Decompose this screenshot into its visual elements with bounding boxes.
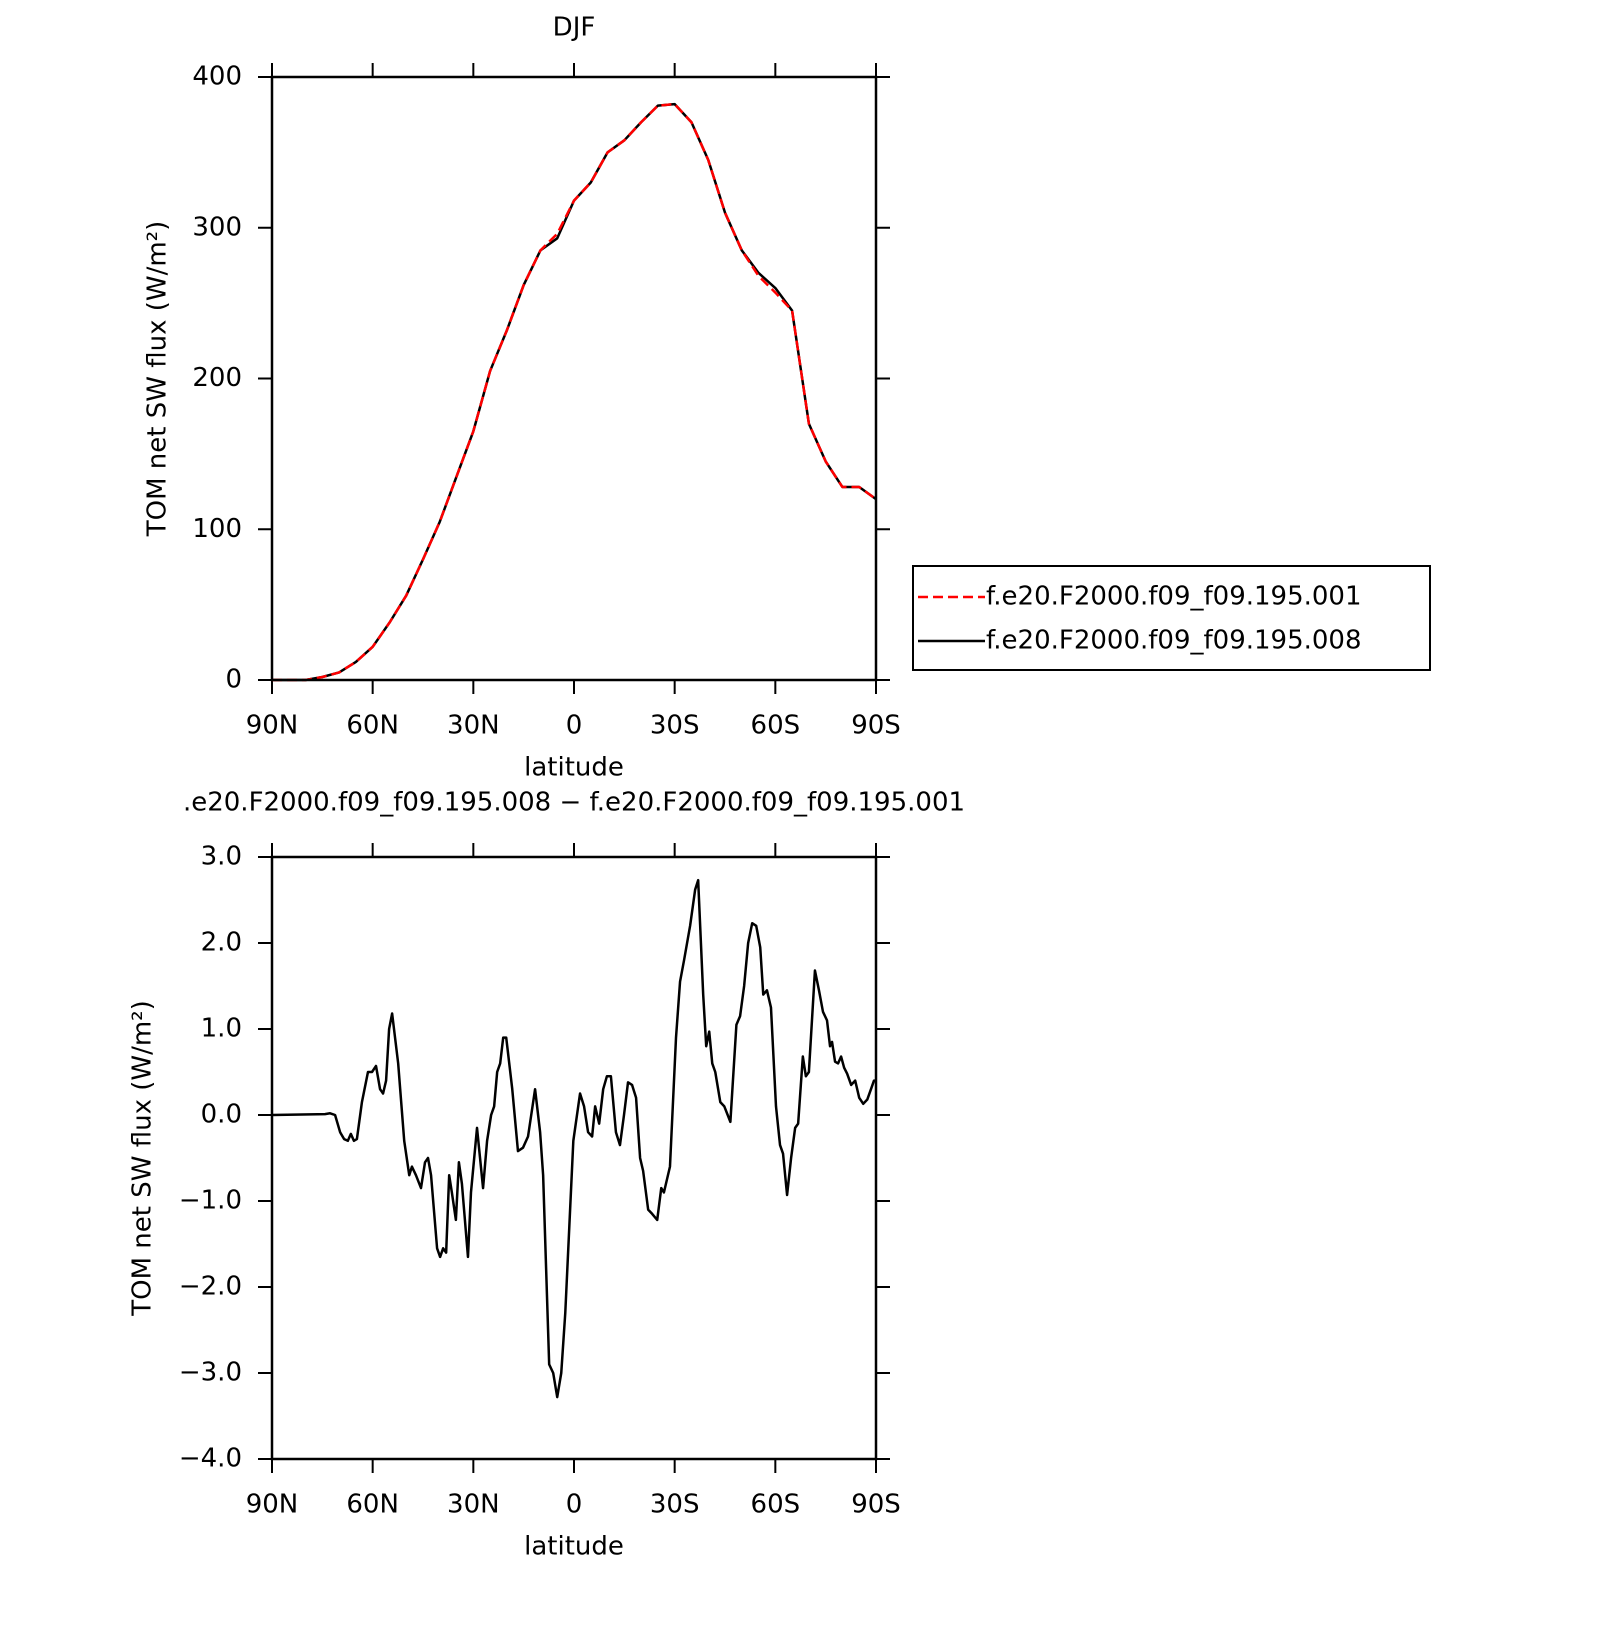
plot-frame [270, 75, 878, 682]
y-tick-label: −3.0 [179, 1358, 242, 1388]
y-tick-label: 100 [192, 514, 242, 544]
x-tick-label: 90S [851, 711, 901, 741]
legend-label: f.e20.F2000.f09_f09.195.001 [986, 582, 1362, 612]
data-line [272, 102, 877, 682]
y-tick-label: 0.0 [201, 1100, 242, 1130]
x-axis-label: latitude [524, 753, 624, 783]
x-axis-label: latitude [524, 1532, 624, 1562]
legend-box [912, 565, 1431, 671]
data-line [271, 878, 876, 1399]
x-tick-label: 60S [751, 711, 801, 741]
x-tick-label: 60S [751, 1490, 801, 1520]
x-tick-label: 90S [851, 1490, 901, 1520]
x-tick-label: 60N [346, 1490, 399, 1520]
y-tick-label: 400 [192, 62, 242, 92]
chart-title: DJF [553, 13, 596, 43]
plot-frame [270, 855, 878, 1461]
y-tick-label: −2.0 [179, 1272, 242, 1302]
y-tick-label: 0 [225, 665, 242, 695]
x-tick-label: 30S [650, 711, 700, 741]
x-tick-label: 0 [566, 1490, 583, 1520]
y-axis-label: TOM net SW flux (W/m²) [143, 221, 173, 537]
y-tick-label: 3.0 [201, 842, 242, 872]
x-tick-label: 30S [650, 1490, 700, 1520]
y-tick-label: 300 [192, 212, 242, 242]
x-tick-label: 30N [447, 1490, 500, 1520]
x-tick-label: 90N [246, 711, 299, 741]
data-line [272, 102, 877, 682]
y-tick-label: −1.0 [179, 1186, 242, 1216]
x-tick-label: 0 [566, 711, 583, 741]
x-tick-label: 60N [346, 711, 399, 741]
x-tick-label: 30N [447, 711, 500, 741]
chart-title: .e20.F2000.f09_f09.195.008 − f.e20.F2000… [183, 788, 965, 818]
legend-label: f.e20.F2000.f09_f09.195.008 [986, 626, 1362, 656]
y-tick-label: 200 [192, 363, 242, 393]
y-axis-label: TOM net SW flux (W/m²) [128, 1000, 158, 1316]
y-tick-label: 2.0 [201, 928, 242, 958]
y-tick-label: −4.0 [179, 1444, 242, 1474]
x-tick-label: 90N [246, 1490, 299, 1520]
y-tick-label: 1.0 [201, 1014, 242, 1044]
